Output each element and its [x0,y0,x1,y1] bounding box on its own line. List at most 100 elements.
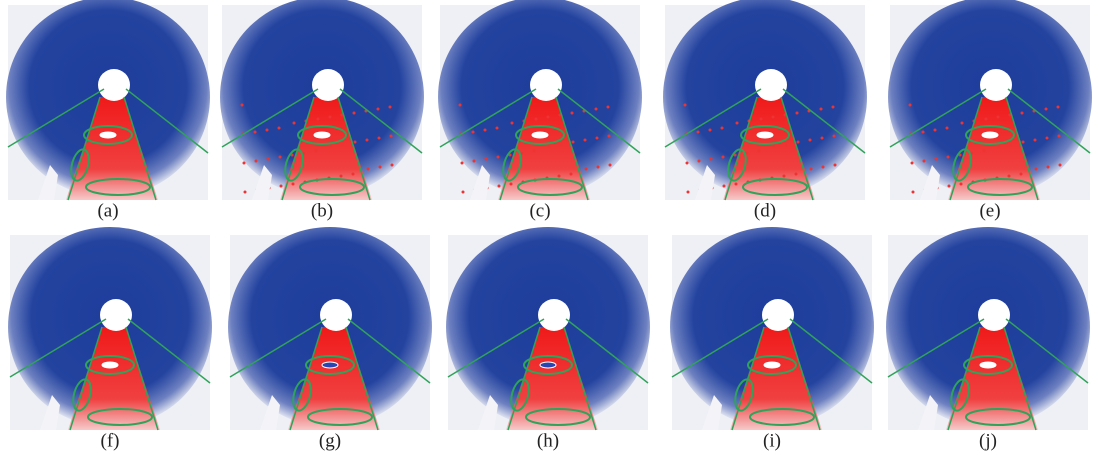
noise-point [510,121,514,125]
region-ellipse [523,355,573,375]
noise-point [1009,142,1013,146]
noise-point [316,117,320,121]
noise-point [795,111,799,115]
noise-point [959,182,963,186]
target-highlight [101,361,119,369]
region-ellipse [747,355,797,375]
region-ellipse [510,378,530,412]
noise-point [266,157,270,161]
boundary-line [123,96,157,201]
noise-point [831,105,835,109]
noise-point [997,144,1001,148]
floor-points [68,327,160,430]
panel-label: (j) [979,430,997,451]
noise-point [483,128,487,132]
panel [446,227,650,431]
noise-point [569,172,573,176]
target-highlight [99,131,117,139]
panel [886,227,1090,431]
noise-point [960,121,964,125]
noise-point [1056,105,1060,109]
noise-point [982,149,986,153]
region-ellipse [727,148,747,182]
noise-point [820,136,824,140]
region-ellipse [967,178,1033,196]
noise-point [833,163,837,167]
noise-point [1019,172,1023,176]
noise-point [471,130,475,134]
noise-point [809,167,813,171]
noise-point [1046,165,1050,169]
noise-point [377,136,381,140]
noise-point [709,157,713,161]
noise-point [771,115,775,119]
noise-point [389,134,393,138]
noise-point [1057,134,1061,138]
noise-point [1058,163,1062,167]
noise-point [328,115,332,119]
noise-point [497,184,501,188]
noise-point [696,130,700,134]
noise-point [292,121,296,125]
tunnel-end [980,69,1012,101]
noise-point [910,161,914,165]
target-highlight [763,361,781,369]
floor-points [730,327,822,430]
noise-point [1007,174,1011,178]
noise-point [946,155,950,159]
noise-point [1020,111,1024,115]
region-ellipse [85,178,151,196]
panel-label: (i) [763,430,781,451]
noise-point [353,140,357,144]
noise-point [242,161,246,165]
region-ellipse [502,148,522,182]
boundary-line [1003,326,1037,431]
noise-point [339,174,343,178]
noise-point [794,172,798,176]
boundary-line [780,96,814,201]
noise-point [243,190,247,194]
tunnel-end [312,69,344,101]
region-ellipse [742,178,808,196]
floor-points [946,327,1038,430]
noise-point [351,172,355,176]
boundary-line [557,88,641,154]
noise-point [546,115,550,119]
equipment [470,165,490,200]
boundary-line [439,88,537,148]
panel [6,0,210,201]
panel-label: (d) [754,200,776,221]
region-ellipse [525,408,591,426]
tunnel-end [98,69,130,101]
noise-point [547,144,551,148]
noise-point [366,167,370,171]
panel-label: (c) [529,200,550,221]
panel [220,0,424,201]
noise-point [559,142,563,146]
floor-points [948,97,1040,200]
noise-point [534,117,538,121]
noise-point [921,130,925,134]
equipment [40,395,60,430]
noise-point [557,174,561,178]
noise-point [390,163,394,167]
boundary-line [447,318,545,378]
noise-point [821,165,825,169]
noise-point [922,159,926,163]
region-ellipse [284,148,304,182]
region-ellipse [965,408,1031,426]
region-ellipse [85,355,135,375]
panel [8,227,212,431]
boundary-line [887,318,985,378]
noise-point [532,149,536,153]
noise-point [708,128,712,132]
panel [228,227,432,431]
boundary-line [125,326,159,431]
noise-point [945,126,949,130]
boundary-line [127,318,211,384]
region-ellipse [87,408,153,426]
panel [888,0,1092,201]
noise-point [796,140,800,144]
region-ellipse [740,125,790,145]
noise-point [697,159,701,163]
